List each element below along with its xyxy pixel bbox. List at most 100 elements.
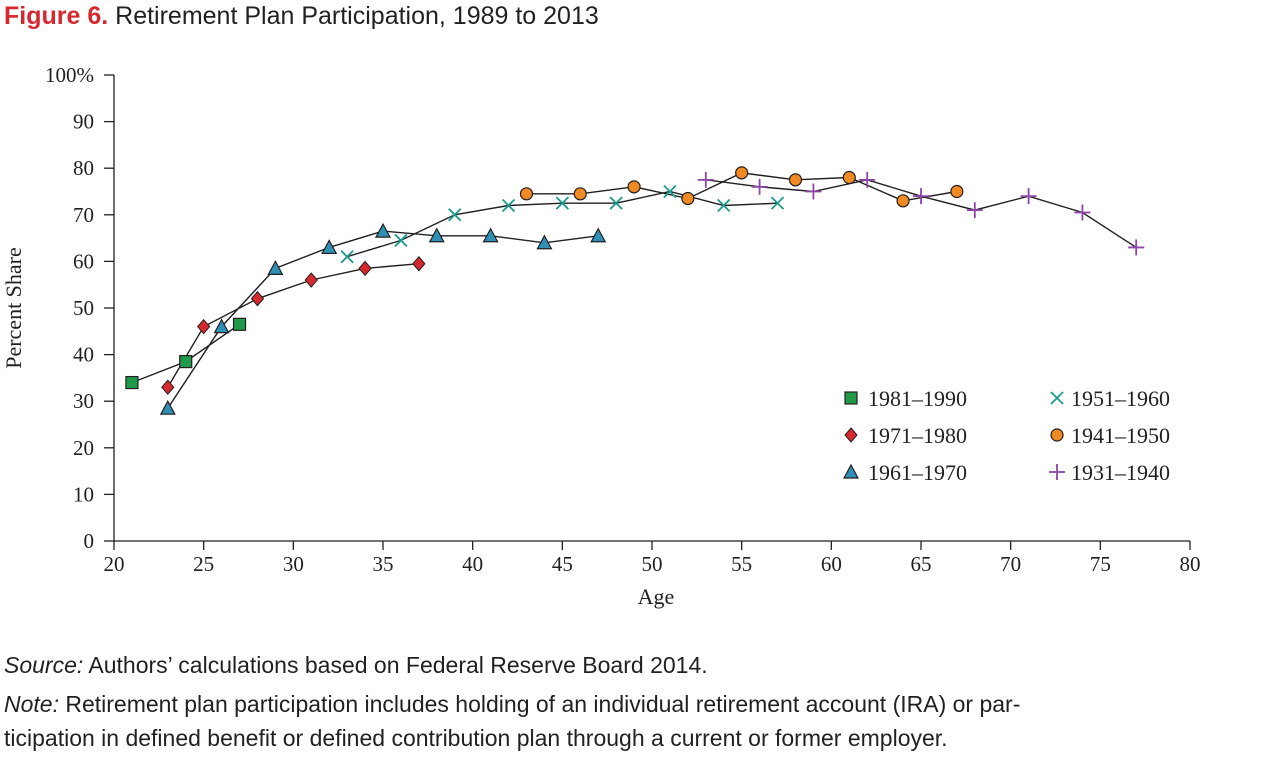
data-point [717, 198, 731, 213]
x-tick-label: 75 [1090, 552, 1111, 576]
series-line-3 [346, 190, 778, 258]
data-point [573, 187, 587, 201]
figure-title: Figure 6. Retirement Plan Participation,… [4, 0, 599, 32]
x-tick-label: 60 [821, 552, 842, 576]
legend-marker [1050, 391, 1064, 405]
data-point [159, 399, 176, 415]
data-point [735, 166, 749, 180]
legend-marker [844, 427, 858, 443]
series-line-1 [167, 263, 419, 388]
data-point [394, 233, 408, 248]
y-tick-label: 70 [73, 203, 94, 227]
figure-label: Figure 6. [4, 2, 109, 30]
data-point [966, 202, 983, 219]
x-tick-label: 80 [1180, 552, 1201, 576]
data-point [213, 318, 230, 334]
data-point [805, 183, 822, 200]
source-text: Authors’ calculations based on Federal R… [83, 652, 708, 678]
note-lead: Note: [4, 691, 59, 717]
legend-label: 1971–1980 [868, 423, 967, 448]
note-text-line-2: ticipation in defined benefit or defined… [4, 725, 948, 751]
data-point [663, 184, 677, 199]
data-point [179, 354, 193, 369]
data-point [482, 227, 499, 243]
data-point [197, 318, 211, 335]
data-point [358, 260, 372, 277]
legend-label: 1941–1950 [1071, 423, 1170, 448]
chart-axes: 0 10 20 30 40 50 60 70 80 90 100% 20 25 30 35 40 45 50 55 6… [1, 63, 1201, 609]
legend-marker [1049, 464, 1065, 480]
data-point [304, 272, 318, 288]
data-point [1020, 188, 1037, 205]
y-tick-label: 50 [73, 296, 94, 320]
source-lead: Source: [4, 652, 84, 678]
y-axis-label: Percent Share [1, 247, 26, 369]
data-point [250, 290, 265, 307]
data-point [627, 180, 641, 194]
y-tick-label: 0 [84, 529, 95, 553]
y-tick-label: 100% [45, 63, 94, 87]
data-point [412, 255, 426, 272]
data-point [501, 198, 516, 213]
retirement-participation-chart: 0 10 20 30 40 50 60 70 80 90 100% 20 25 30 35 40 45 50 55 6… [1, 63, 1201, 609]
data-point [896, 194, 910, 208]
legend-marker [844, 391, 858, 405]
data-point [788, 173, 803, 187]
data-point [555, 196, 569, 210]
series-line-2 [167, 230, 599, 409]
y-tick-label: 90 [73, 110, 94, 134]
legend-marker [1050, 428, 1064, 442]
x-tick-label: 70 [1000, 552, 1021, 576]
data-point [161, 379, 175, 395]
y-tick-label: 30 [73, 389, 94, 413]
series-markers [125, 166, 1145, 415]
data-point [913, 188, 929, 205]
data-point [681, 191, 695, 206]
data-point [448, 208, 462, 222]
series-lines [131, 172, 1137, 409]
x-tick-label: 35 [373, 552, 394, 576]
y-tick-label: 40 [73, 343, 94, 367]
x-tick-label: 65 [911, 552, 932, 576]
x-tick-label: 20 [104, 552, 125, 576]
data-point [340, 250, 354, 264]
x-tick-label: 55 [731, 552, 752, 576]
chart-legend: 1981–1990 1971–1980 1961–1970 1951–1960 1941… [842, 386, 1170, 485]
legend-label: 1981–1990 [868, 386, 967, 411]
data-point [859, 171, 876, 188]
y-tick-label: 20 [73, 436, 94, 460]
data-point [590, 227, 607, 243]
x-axis-label: Age [638, 584, 675, 609]
y-tick-label: 10 [73, 482, 94, 506]
data-point [232, 317, 247, 331]
note-text-line-1: Retirement plan participation includes h… [58, 691, 1021, 717]
figure-title-text: Retirement Plan Participation, 1989 to 2… [115, 2, 599, 30]
data-point [697, 171, 714, 188]
data-point [428, 227, 445, 243]
data-point [842, 170, 856, 185]
x-tick-label: 45 [552, 552, 573, 576]
legend-label: 1961–1970 [868, 460, 967, 485]
legend-label: 1931–1940 [1071, 460, 1170, 485]
y-tick-label: 60 [73, 249, 94, 273]
source-note: Source: Authors’ calculations based on F… [4, 648, 708, 682]
data-point [1128, 239, 1145, 256]
data-point [374, 222, 392, 238]
x-tick-label: 50 [642, 552, 663, 576]
data-point [321, 239, 338, 255]
x-tick-label: 40 [462, 552, 483, 576]
footnote-line-2: ticipation in defined benefit or defined… [4, 721, 948, 755]
x-tick-label: 25 [193, 552, 214, 576]
data-point [609, 196, 623, 210]
footnote-line-1: Note: Retirement plan participation incl… [4, 687, 1020, 721]
data-point [770, 196, 785, 210]
data-point [125, 375, 139, 390]
y-tick-label: 80 [73, 156, 94, 180]
legend-marker [842, 463, 860, 479]
data-point [1074, 204, 1091, 221]
data-point [536, 234, 553, 250]
data-point [751, 178, 768, 195]
data-point [950, 184, 964, 199]
data-point [519, 187, 534, 201]
data-point [267, 260, 284, 275]
